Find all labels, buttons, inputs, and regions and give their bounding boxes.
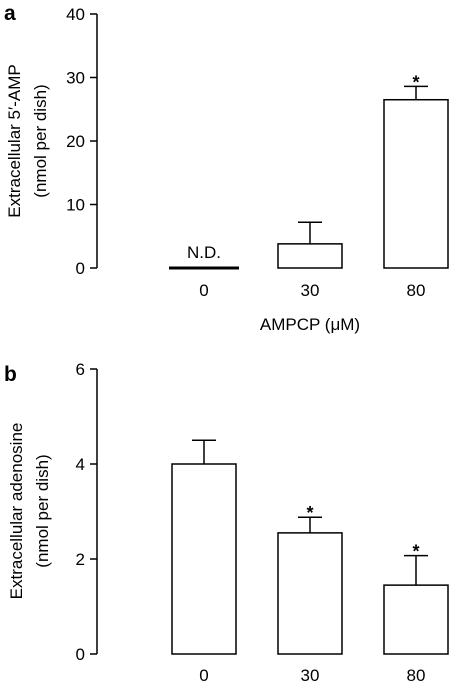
y-tick-label-a-1: 10 xyxy=(66,196,85,215)
y-axis-label-b-line-2: (nmol per dish) xyxy=(33,454,52,567)
category-label-b-0: 0 xyxy=(199,666,208,685)
y-tick-label-a-2: 20 xyxy=(66,132,85,151)
y-axis-label-a-line-2: (nmol per dish) xyxy=(31,84,50,197)
category-label-a-0: 0 xyxy=(199,281,208,300)
y-tick-label-b-3: 6 xyxy=(76,360,85,379)
y-tick-label-b-0: 0 xyxy=(76,645,85,664)
y-tick-label-a-3: 30 xyxy=(66,69,85,88)
panel-letter-a: a xyxy=(4,2,16,25)
significance-star-b-2: * xyxy=(412,542,419,562)
panel-letter-b: b xyxy=(4,363,17,386)
bar-a-1 xyxy=(277,243,343,269)
bar-a-2 xyxy=(383,98,449,269)
bar-b-1 xyxy=(277,532,343,655)
significance-star-a-2: * xyxy=(412,72,419,92)
y-tick-label-a-4: 40 xyxy=(66,5,85,24)
category-label-b-1: 30 xyxy=(301,666,320,685)
bar-b-0 xyxy=(171,463,237,655)
y-tick-label-a-0: 0 xyxy=(76,259,85,278)
y-axis-label-a-line-1: Extracellular 5′-AMP xyxy=(5,64,24,217)
x-axis-label-a: AMPCP (μM) xyxy=(260,315,360,334)
bar-b-2 xyxy=(383,584,449,655)
y-tick-label-b-2: 4 xyxy=(76,455,85,474)
significance-star-b-1: * xyxy=(306,503,313,523)
bar-annotation-a-0: N.D. xyxy=(187,243,221,262)
y-tick-label-b-1: 2 xyxy=(76,550,85,569)
category-label-a-2: 80 xyxy=(407,281,426,300)
y-axis-label-b-line-1: Extracellular adenosine xyxy=(7,423,26,600)
category-label-b-2: 80 xyxy=(407,666,426,685)
category-label-a-1: 30 xyxy=(301,281,320,300)
